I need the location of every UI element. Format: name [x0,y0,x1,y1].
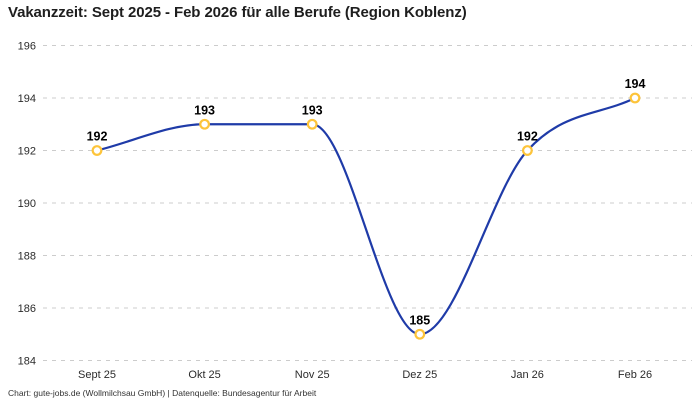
source-credit: Chart: gute-jobs.de (Wollmilchsau GmbH) … [8,388,317,398]
y-tick-label: 194 [18,93,36,105]
data-point-label: 193 [302,103,323,117]
data-point-marker [199,118,211,130]
y-tick-label: 188 [18,251,36,263]
line-series [95,96,637,336]
y-tick-label: 192 [18,146,36,158]
y-tick-label: 190 [18,198,36,210]
data-point-label: 194 [625,77,646,91]
data-point-label: 192 [87,130,108,144]
data-point-label: 185 [409,313,430,327]
x-tick-label: Nov 25 [295,369,330,381]
data-point-marker [414,328,426,340]
x-tick-label: Jan 26 [511,369,544,381]
data-point-marker [629,92,641,104]
chart-title: Vakanzzeit: Sept 2025 - Feb 2026 für all… [8,4,467,21]
y-tick-label: 186 [18,303,36,315]
x-tick-label: Okt 25 [188,369,220,381]
data-point-marker [522,145,533,156]
data-point-marker [306,118,318,130]
y-tick-label: 196 [18,41,36,53]
data-point-label: 193 [194,103,215,117]
y-tick-label: 184 [18,356,36,368]
data-point-label: 192 [517,130,538,144]
data-point-marker [91,145,103,156]
x-tick-label: Feb 26 [618,369,652,381]
x-tick-label: Dez 25 [402,369,437,381]
x-tick-label: Sept 25 [78,369,116,381]
